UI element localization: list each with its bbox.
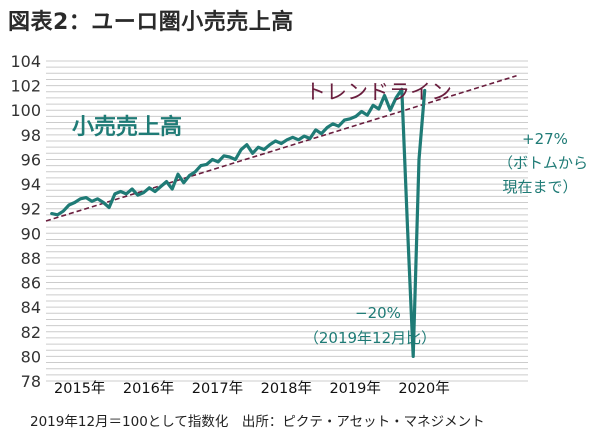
x-tick-label: 2015年 <box>54 380 105 397</box>
x-tick-label: 2018年 <box>261 380 312 397</box>
x-tick-label: 2017年 <box>192 380 243 397</box>
y-tick-label: 102 <box>10 77 41 96</box>
x-tick-label: 2020年 <box>398 380 449 397</box>
footnote: 2019年12月＝100として指数化 出所：ピクテ・アセット・マネジメント <box>30 414 485 430</box>
trend-layer <box>45 75 517 222</box>
rebound-annotation-line1: +27% <box>522 130 568 148</box>
series-label-retail: 小売売上高 <box>72 114 182 140</box>
y-tick-label: 100 <box>10 101 41 120</box>
y-tick-label: 94 <box>21 175 41 194</box>
label-layer: 小売売上高 トレンドライン −20% （2019年12月比） +27% （ボトム… <box>72 80 588 347</box>
grid-layer <box>46 60 528 382</box>
y-tick-label: 90 <box>21 224 41 243</box>
rebound-annotation-line2: （ボトムから <box>498 154 588 172</box>
x-tick-label: 2016年 <box>123 380 174 397</box>
drop-annotation-line1: −20% <box>355 304 401 322</box>
y-tick-label: 86 <box>21 274 41 293</box>
trend-line <box>45 75 517 222</box>
trend-line-label: トレンドライン <box>305 80 452 104</box>
series-layer <box>50 87 427 358</box>
y-tick-label: 84 <box>21 298 41 317</box>
drop-annotation-line2: （2019年12月比） <box>304 329 436 347</box>
y-tick-label: 104 <box>10 52 41 71</box>
axis-layer: 78 80 82 84 86 88 90 92 94 96 98 100 102 104 2015年 2016… <box>10 52 449 397</box>
y-tick-label: 88 <box>21 249 41 268</box>
y-tick-label: 92 <box>21 200 41 219</box>
y-tick-label: 96 <box>21 150 41 169</box>
y-tick-label: 78 <box>21 372 41 391</box>
rebound-annotation-line3: 現在まで） <box>502 178 577 196</box>
chart-title: 図表2：ユーロ圏小売売上高 <box>8 10 294 35</box>
y-tick-label: 82 <box>21 323 41 342</box>
x-tick-label: 2019年 <box>329 380 380 397</box>
y-tick-label: 80 <box>21 347 41 366</box>
y-tick-label: 98 <box>21 126 41 145</box>
series-line-retail-sales <box>50 87 427 358</box>
